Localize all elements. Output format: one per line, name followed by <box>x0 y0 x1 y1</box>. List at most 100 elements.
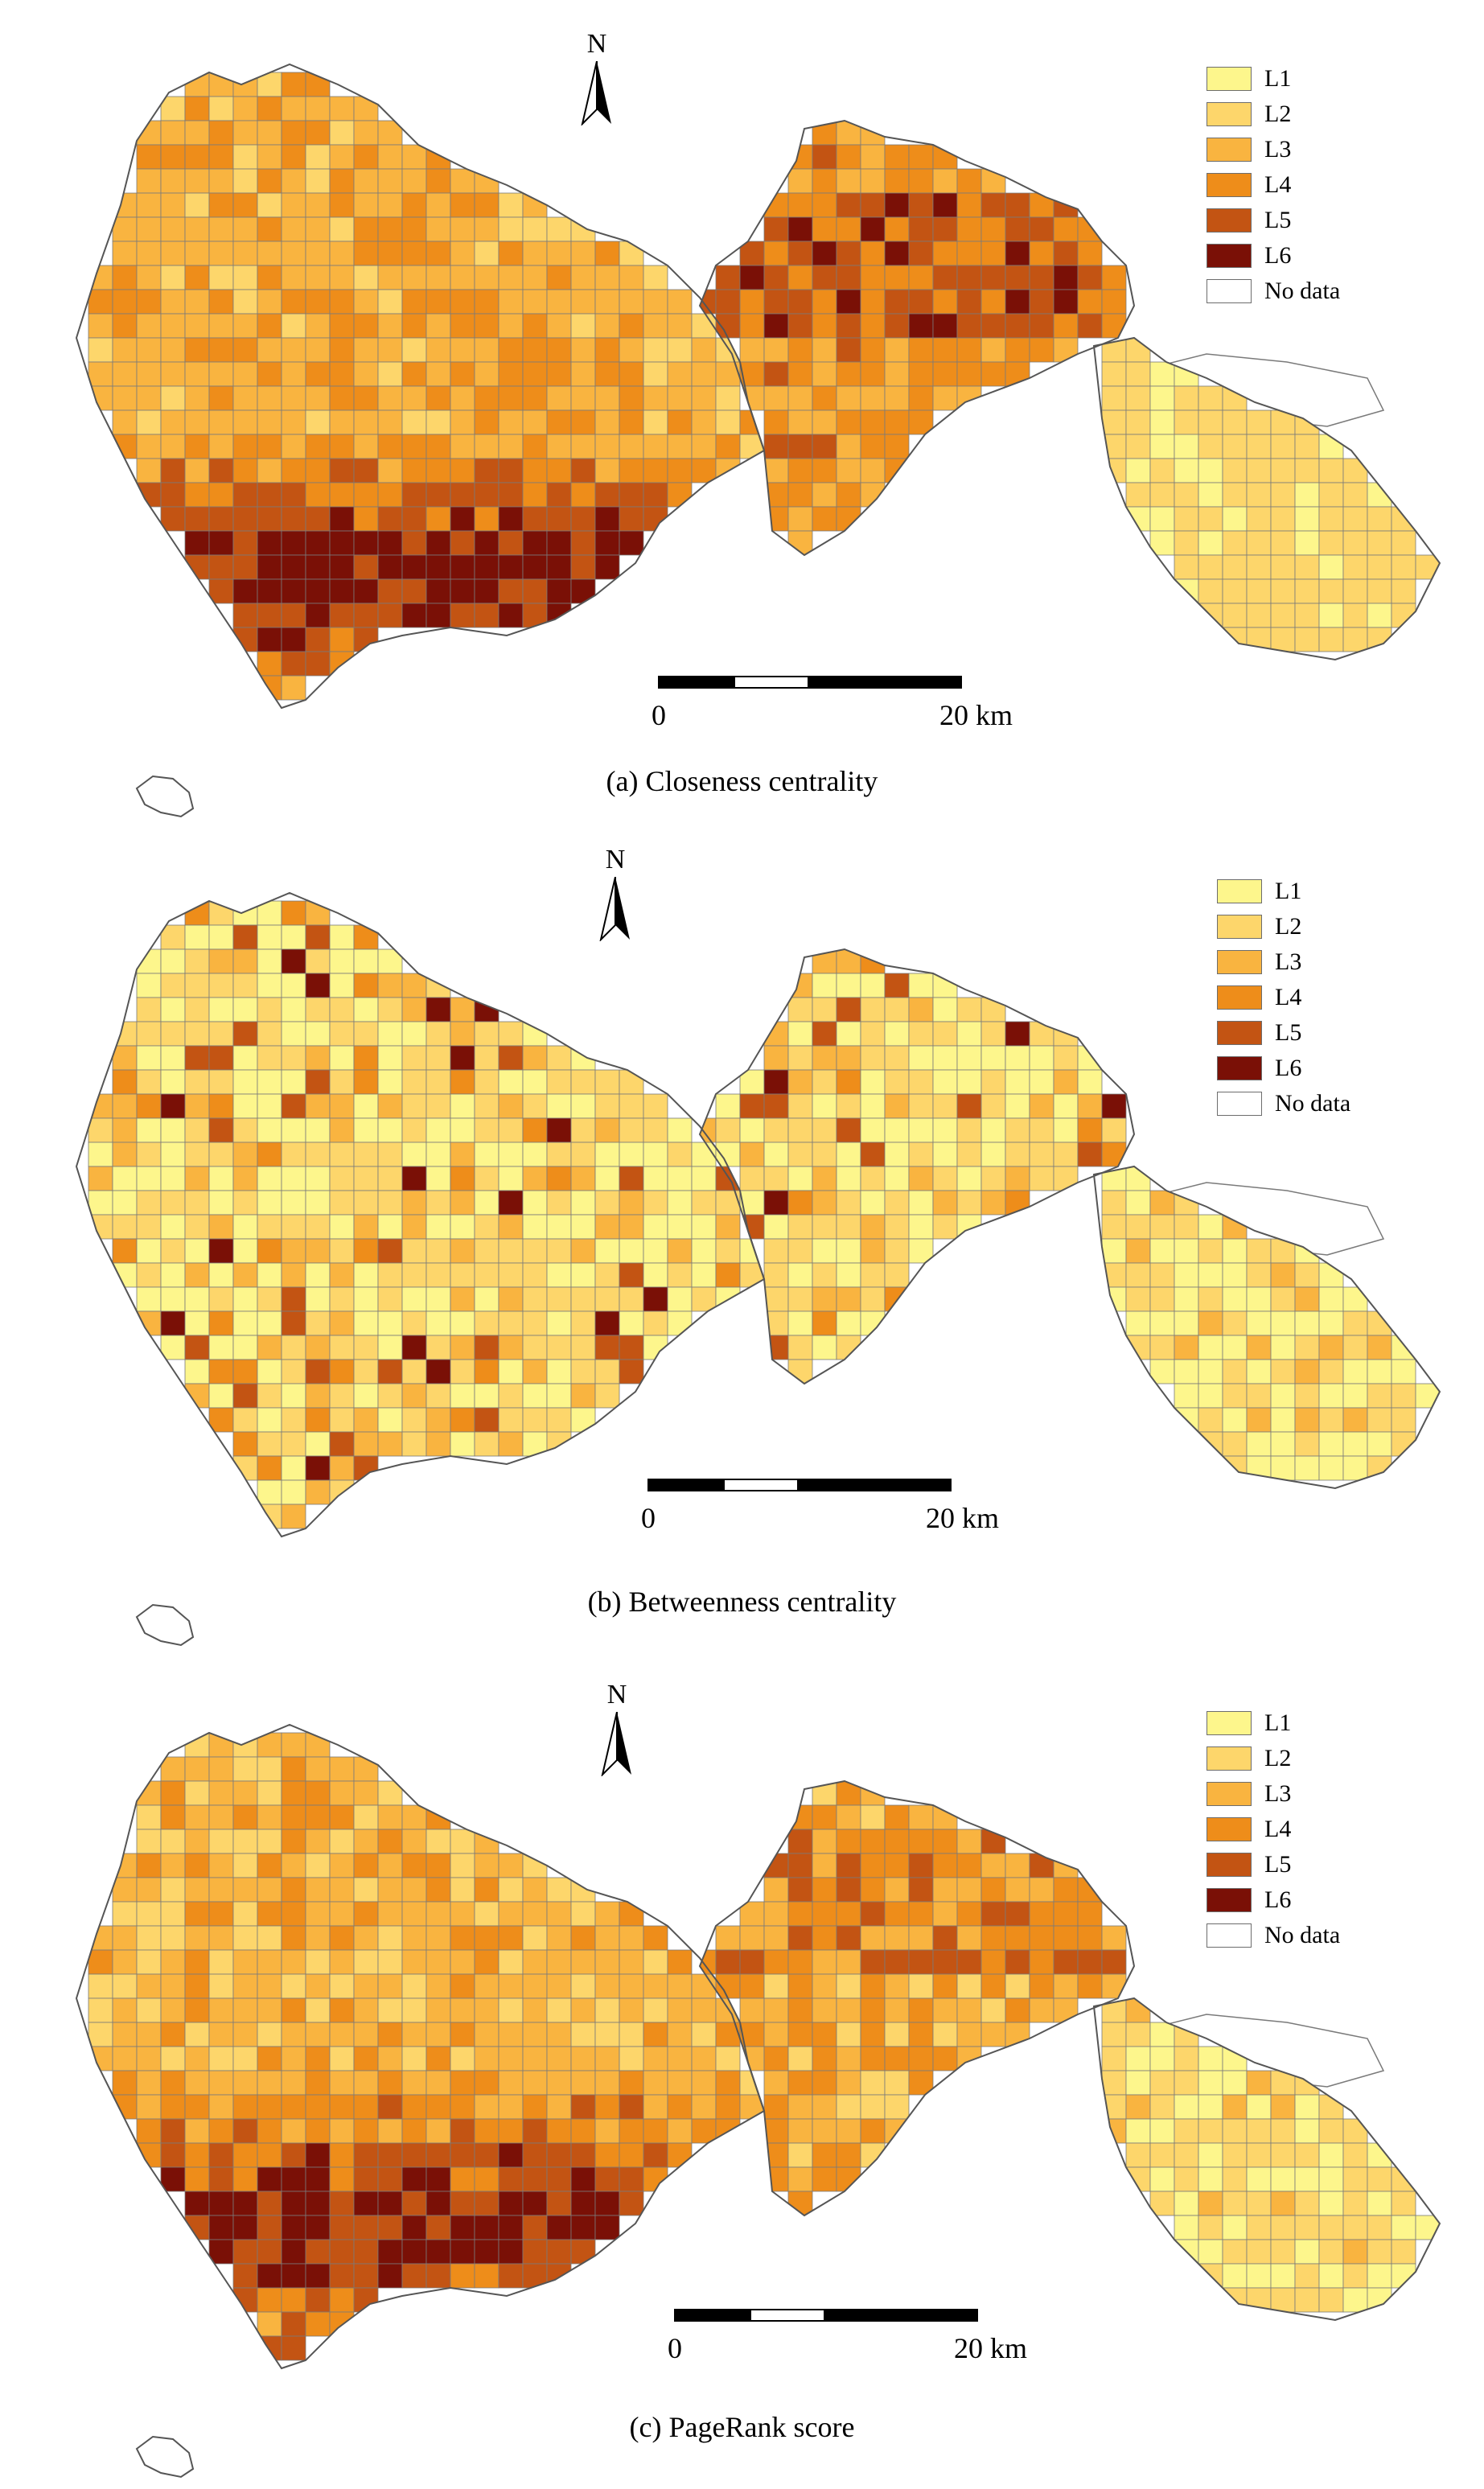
district-cell <box>860 1901 886 1927</box>
district-cell <box>257 1829 282 1854</box>
district-cell <box>1174 2166 1199 2192</box>
district-cell <box>112 1021 138 1047</box>
district-cell <box>474 1093 499 1119</box>
district-cell <box>184 289 210 315</box>
district-cell <box>112 313 138 339</box>
district-cell <box>305 1455 331 1481</box>
district-cell <box>329 1455 355 1481</box>
district-cell <box>281 2046 306 2071</box>
district-cell <box>401 144 427 170</box>
district-cell <box>1246 2094 1272 2120</box>
district-cell <box>932 1021 958 1047</box>
north-arrow: N <box>593 1681 641 1776</box>
district-cell <box>474 192 499 218</box>
district-cell <box>956 1190 982 1216</box>
district-cell <box>1174 1214 1199 1240</box>
district-cell <box>136 1804 162 1830</box>
district-cell <box>787 2094 813 2120</box>
district-cell <box>1125 2118 1151 2144</box>
district-cell <box>425 337 451 363</box>
district-cell <box>353 1045 379 1071</box>
district-cell <box>232 1214 258 1240</box>
district-cell <box>377 1117 403 1143</box>
district-cell <box>1270 1431 1296 1457</box>
district-cell <box>1053 1877 1079 1903</box>
district-cell <box>498 1949 524 1975</box>
district-cell <box>594 1310 620 1336</box>
district-cell <box>546 1238 572 1264</box>
district-cell <box>932 1142 958 1167</box>
district-cell <box>184 1877 210 1903</box>
district-cell <box>1222 1383 1248 1409</box>
district-cell <box>425 1359 451 1384</box>
district-cell <box>136 2094 162 2120</box>
legend-item: No data <box>1217 1086 1350 1121</box>
district-cell <box>329 1804 355 1830</box>
district-cell <box>377 1069 403 1095</box>
district-cell <box>232 1190 258 1216</box>
district-cell <box>787 144 813 170</box>
district-cell <box>208 1069 234 1095</box>
district-cell <box>305 265 331 290</box>
district-cell <box>281 2094 306 2120</box>
district-cell <box>1318 2191 1344 2216</box>
district-cell <box>112 192 138 218</box>
district-cell <box>208 1286 234 1312</box>
district-cell <box>812 289 837 315</box>
district-cell <box>812 482 837 508</box>
district-cell <box>208 434 234 459</box>
district-cell <box>643 458 668 483</box>
district-cell <box>305 2070 331 2096</box>
district-cell <box>1246 603 1272 628</box>
district-cell <box>1318 1407 1344 1433</box>
district-cell <box>836 949 861 974</box>
district-cell <box>812 1286 837 1312</box>
district-cell <box>257 1455 282 1481</box>
district-cell <box>401 241 427 266</box>
district-cell <box>980 1973 1006 1999</box>
district-cell <box>522 361 548 387</box>
district-cell <box>1029 241 1054 266</box>
district-cell <box>1029 1901 1054 1927</box>
district-cell <box>257 289 282 315</box>
district-cell <box>160 997 186 1022</box>
district-cell <box>1149 2094 1175 2120</box>
district-cell <box>208 530 234 556</box>
district-cell <box>763 289 789 315</box>
legend-label: L2 <box>1264 1745 1292 1771</box>
district-cell <box>232 2094 258 2120</box>
district-cell <box>160 1166 186 1191</box>
district-cell <box>305 1973 331 1999</box>
district-cell <box>329 1359 355 1384</box>
district-cell <box>1391 2191 1416 2216</box>
legend-swatch <box>1207 1817 1252 1841</box>
district-cell <box>232 578 258 604</box>
district-cell <box>329 578 355 604</box>
district-cell <box>522 1142 548 1167</box>
district-cell <box>619 1166 644 1191</box>
district-cell <box>184 1214 210 1240</box>
district-cell <box>208 2215 234 2240</box>
district-cell <box>281 144 306 170</box>
district-cell <box>1125 2046 1151 2071</box>
district-cell <box>305 506 331 532</box>
district-cell <box>643 1925 668 1951</box>
district-cell <box>691 1166 717 1191</box>
district-cell <box>546 1142 572 1167</box>
district-cell <box>281 2070 306 2096</box>
district-cell <box>546 337 572 363</box>
district-cell <box>208 2118 234 2144</box>
district-cell <box>860 1117 886 1143</box>
district-cell <box>1053 1973 1079 1999</box>
district-cell <box>474 1069 499 1095</box>
district-cell <box>715 1093 741 1119</box>
district-cell <box>860 168 886 194</box>
district-cell <box>1342 2142 1368 2168</box>
district-cell <box>691 1997 717 2023</box>
district-cell <box>1149 2022 1175 2047</box>
district-cell <box>401 1359 427 1384</box>
district-cell <box>377 1359 403 1384</box>
region-outline <box>698 119 1136 557</box>
district-cell <box>281 434 306 459</box>
district-cell <box>594 1335 620 1360</box>
